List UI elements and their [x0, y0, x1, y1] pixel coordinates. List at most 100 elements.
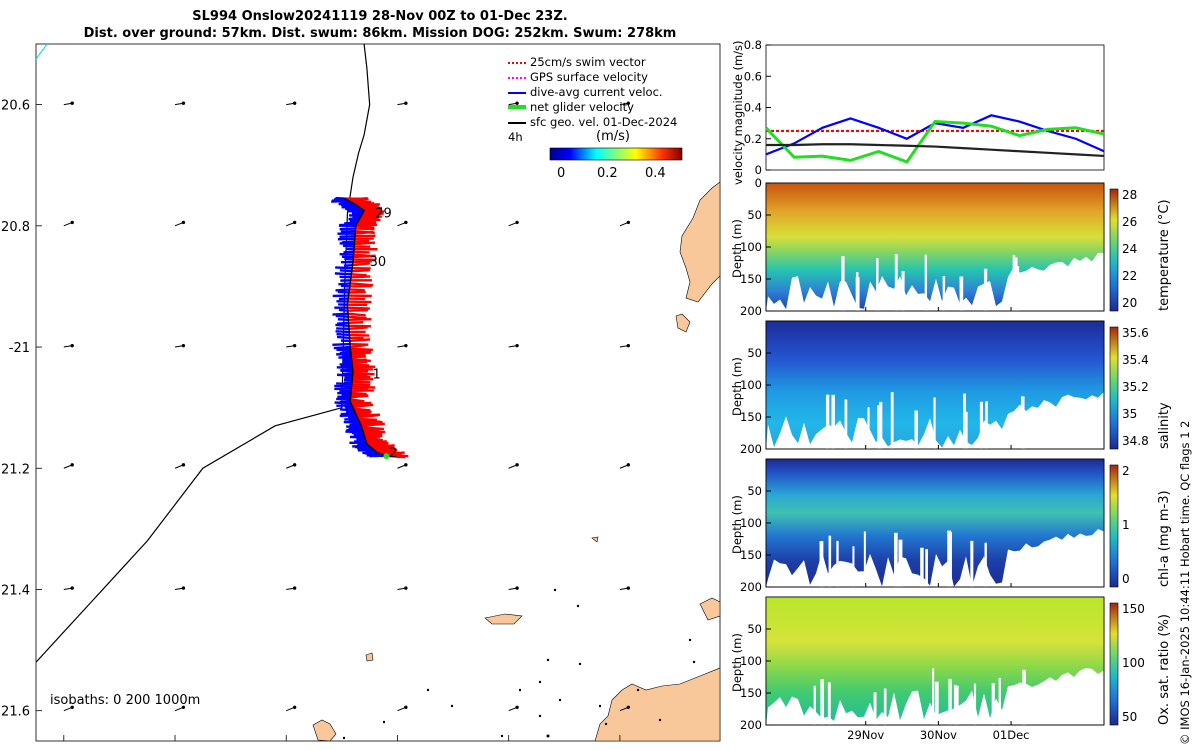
current-vector [351, 431, 364, 435]
swim-vector [347, 306, 370, 310]
legend-swatch [508, 92, 526, 94]
land-coast-south [594, 667, 720, 741]
current-vector [336, 382, 352, 386]
section-y-axis-label: Depth (m) [730, 219, 744, 278]
swim-vector [361, 213, 382, 218]
section-gap [841, 256, 845, 311]
swim-vector [364, 434, 383, 439]
swim-vector [353, 254, 376, 259]
isobaths-note: isobaths: 0 200 1000m [50, 693, 200, 708]
ts-series-line [764, 120, 1105, 164]
swim-vector [358, 417, 378, 422]
current-vector [342, 244, 355, 248]
swim-vector [350, 394, 369, 399]
section-gap [873, 692, 877, 725]
section-y-axis-label: Depth (m) [730, 633, 744, 692]
swim-vector [354, 241, 376, 246]
imos-stamp: © IMOS 16-Jan-2025 10:44:11 Hobart time.… [1178, 420, 1192, 745]
colorbar-tick-label: 2 [1122, 464, 1130, 478]
map-data-layer: 29 30 1 2 [36, 44, 631, 712]
section-gap [953, 684, 957, 725]
section-y-tick-label: 50 [747, 208, 762, 222]
current-vector-head [626, 220, 631, 225]
current-vector [348, 418, 360, 422]
ts-y-tick-label: 0.6 [744, 69, 762, 83]
current-vector [339, 408, 355, 412]
section-gap [963, 393, 966, 449]
section-gap [825, 394, 830, 449]
section-y-tick-label: 150 [740, 410, 762, 424]
current-vector-head [626, 705, 631, 709]
current-vector-head [70, 220, 74, 225]
ts-y-tick-label: 0 [755, 163, 762, 177]
swim-vector [359, 420, 381, 424]
section-gap [901, 271, 905, 311]
current-vector-head [70, 463, 74, 467]
section-gap [1020, 396, 1025, 449]
colorbar-label: Ox. sat. ratio (%) [1157, 614, 1172, 725]
ts-y-tick-label: 0.8 [744, 38, 762, 52]
current-vector [336, 332, 350, 337]
section-y-tick-label: 50 [747, 622, 762, 636]
section-gap [844, 399, 848, 449]
current-vector [339, 389, 352, 393]
swim-vector [352, 365, 372, 370]
current-vector-head [404, 220, 408, 225]
current-vector [344, 404, 353, 408]
current-vector-head [404, 463, 408, 467]
section-gap [867, 407, 870, 449]
section-gap [836, 540, 839, 587]
swim-vector [351, 358, 367, 363]
current-vector-head [292, 463, 297, 467]
swim-vector [370, 444, 395, 449]
section-data-field [766, 321, 1104, 449]
legend-item-net: net glider velocity [508, 100, 677, 115]
section-gap [964, 411, 968, 449]
swim-vector [352, 262, 371, 267]
y-tick-label: -21 [9, 341, 30, 356]
legend-label: 25cm/s swim vector [530, 55, 646, 69]
current-vector [336, 335, 350, 340]
section-gap [932, 668, 935, 725]
section-y-tick-label: 0 [755, 176, 762, 190]
section-y-tick-label: 50 [747, 484, 762, 498]
swim-vector [350, 275, 371, 279]
section-gap [983, 268, 988, 311]
land-islet [591, 536, 599, 543]
swim-vector [349, 338, 371, 343]
section-gap [899, 541, 902, 587]
current-vector [339, 269, 352, 273]
section-y-tick-label: 100 [740, 378, 762, 392]
section-gap [948, 678, 952, 725]
colorbar-tick-label: 50 [1122, 710, 1137, 724]
swim-vector [351, 268, 370, 273]
current-vector [335, 266, 353, 270]
colorbar-tick-label: 28 [1122, 188, 1137, 202]
swim-vector [362, 427, 383, 431]
current-vector [332, 342, 351, 346]
legend-swatch [508, 77, 526, 79]
legend-label: GPS surface velocity [530, 70, 648, 84]
swim-vector [363, 207, 380, 212]
section-gap [819, 541, 824, 587]
swim-vector [360, 421, 379, 426]
swim-vector [350, 343, 367, 349]
current-vector-head [404, 101, 408, 105]
swim-vector [350, 282, 374, 287]
legend-item-geo: sfc geo. vel. 01-Dec-2024 [508, 115, 677, 130]
current-vector-head [626, 343, 631, 348]
swim-vector [354, 239, 370, 243]
current-vector-head [181, 101, 186, 105]
section-y-tick-label: 200 [740, 580, 762, 594]
section-colorbar [1109, 602, 1119, 726]
current-vector [334, 401, 352, 405]
swim-vector [348, 290, 366, 294]
current-vector [336, 403, 352, 407]
date-tick-label: 30Nov [920, 728, 957, 742]
swim-vector [355, 227, 375, 231]
day-label: 1 [372, 367, 380, 382]
section-data-field [766, 183, 1104, 311]
reef-dots [342, 588, 696, 740]
